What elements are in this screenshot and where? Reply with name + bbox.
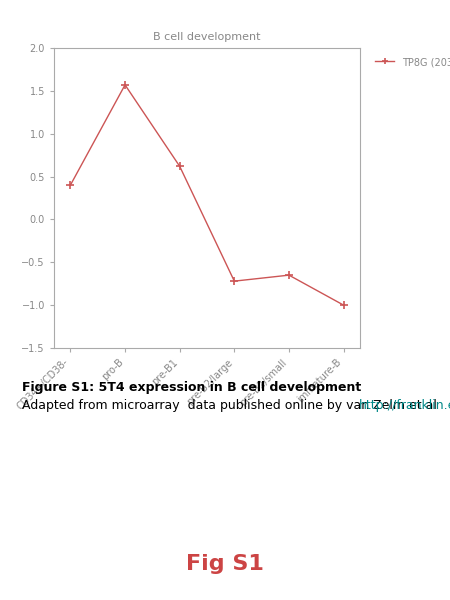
Legend: TP8G (203476_at): TP8G (203476_at) bbox=[371, 53, 450, 71]
Text: http://franklin.et.tudelft.nl/#bcell: http://franklin.et.tudelft.nl/#bcell bbox=[359, 399, 450, 412]
Title: B cell development: B cell development bbox=[153, 32, 261, 41]
Text: Adapted from microarray  data published online by van Zelm et al: Adapted from microarray data published o… bbox=[22, 399, 441, 412]
Text: Figure S1: 5T4 expression in B cell development: Figure S1: 5T4 expression in B cell deve… bbox=[22, 381, 362, 394]
Text: Fig S1: Fig S1 bbox=[186, 554, 264, 574]
